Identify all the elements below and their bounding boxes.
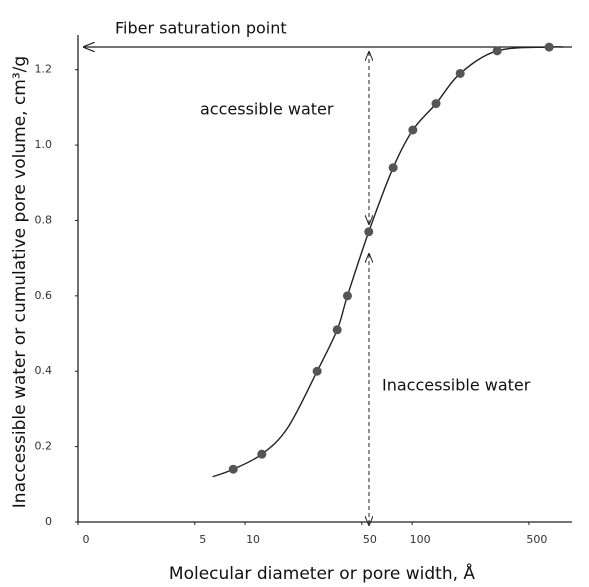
x-axis-title: Molecular diameter or pore width, Å xyxy=(169,562,476,584)
x-tick-label: 100 xyxy=(410,533,431,546)
y-tick-label: 1.2 xyxy=(35,63,53,76)
x-tick-label: 50 xyxy=(363,533,377,546)
point xyxy=(364,227,374,237)
point xyxy=(544,42,554,52)
y-axis-title: Inaccessible water or cumulative pore vo… xyxy=(10,56,30,508)
point xyxy=(408,125,418,135)
point xyxy=(332,325,342,335)
y-tick-label: 0.2 xyxy=(35,440,53,453)
annotation: Fiber saturation point xyxy=(115,19,287,38)
x-tick-label: 500 xyxy=(526,533,547,546)
y-tick-label: 1.0 xyxy=(35,138,53,151)
point xyxy=(342,291,352,301)
y-tick-label: 0.8 xyxy=(35,213,53,226)
x-tick-label: 5 xyxy=(199,533,206,546)
point xyxy=(492,46,502,56)
annotation: accessible water xyxy=(200,100,334,119)
y-tick-label: 0.4 xyxy=(35,364,53,377)
y-tick-label: 0 xyxy=(45,515,52,528)
point xyxy=(257,449,267,459)
point xyxy=(388,163,398,173)
point xyxy=(228,464,238,474)
point xyxy=(312,366,322,376)
x-tick-label: 0 xyxy=(83,533,90,546)
y-tick-label: 0.6 xyxy=(35,289,53,302)
point xyxy=(431,99,441,109)
x-tick-label: 10 xyxy=(246,533,260,546)
point xyxy=(455,68,465,78)
annotation: Inaccessible water xyxy=(382,376,531,395)
